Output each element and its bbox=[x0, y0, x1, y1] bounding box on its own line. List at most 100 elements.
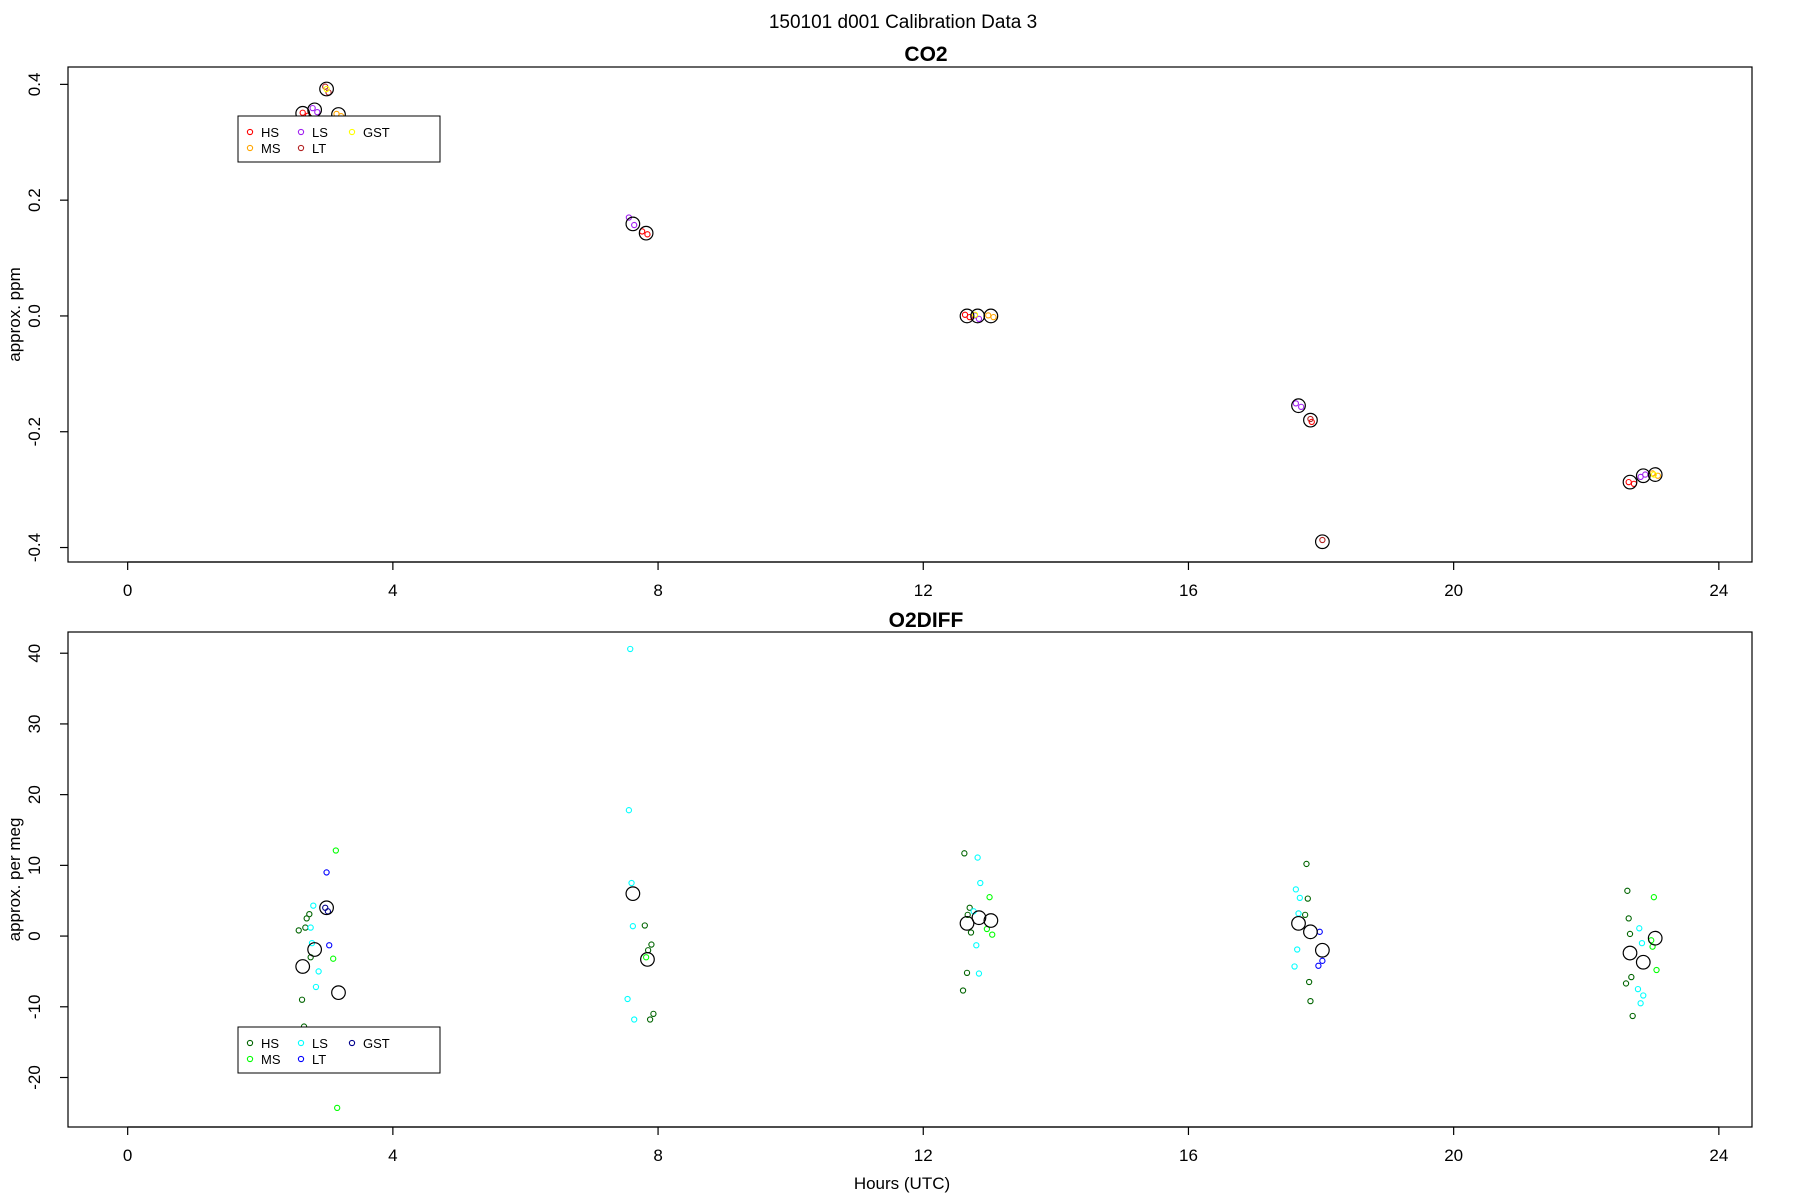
o2diff-point-lt-3 bbox=[1319, 957, 1326, 964]
o2diff-y-tick-label-2: 0 bbox=[25, 931, 44, 940]
o2diff-point-ms-1 bbox=[330, 955, 337, 962]
o2diff-point-ms-0 bbox=[332, 847, 339, 854]
co2-series-ms bbox=[333, 110, 1662, 479]
o2diff-point-ls-8 bbox=[629, 923, 637, 930]
co2-title: CO2 bbox=[904, 43, 947, 66]
co2-point-hs-0 bbox=[299, 109, 306, 116]
co2-point-ls-1 bbox=[314, 109, 321, 116]
o2diff-x-tick-label-4: 16 bbox=[1179, 1146, 1198, 1165]
co2-legend-marker-ls bbox=[297, 128, 305, 136]
o2diff-x-tick-label-0: 0 bbox=[123, 1146, 132, 1165]
o2diff-point-mean-2 bbox=[319, 900, 334, 916]
o2diff-point-hs-13 bbox=[963, 969, 971, 976]
o2diff-point-ls-19 bbox=[1294, 946, 1301, 953]
co2-point-ls-3 bbox=[631, 221, 638, 229]
co2-x-tick-label-2: 8 bbox=[653, 581, 662, 600]
o2diff-point-ms-2 bbox=[334, 1104, 341, 1112]
o2diff-x-tick-label-3: 12 bbox=[914, 1146, 933, 1165]
o2diff-point-ls-0 bbox=[310, 902, 317, 909]
co2-point-ms-2 bbox=[985, 312, 992, 319]
o2diff-point-mean-6 bbox=[959, 915, 975, 931]
o2diff-point-hs-10 bbox=[648, 941, 655, 948]
co2-legend-label-gst: GST bbox=[363, 125, 390, 140]
o2diff-point-ls-17 bbox=[1295, 910, 1302, 917]
o2diff-point-hs-28 bbox=[1626, 930, 1634, 938]
co2-x-tick-label-4: 16 bbox=[1179, 581, 1198, 600]
co2-point-ls-9 bbox=[1642, 471, 1649, 478]
co2-point-mean-12 bbox=[1622, 474, 1638, 490]
o2diff-point-mean-11 bbox=[1314, 942, 1330, 958]
o2diff-point-mean-1 bbox=[307, 942, 323, 957]
co2-point-mean-13 bbox=[1635, 468, 1651, 484]
co2-legend-box bbox=[237, 115, 441, 163]
o2diff-legend-marker-gst bbox=[348, 1039, 356, 1047]
co2-y-tick-label-4: 0.4 bbox=[25, 73, 44, 97]
co2-x-tick-label-1: 4 bbox=[388, 581, 397, 600]
o2diff-point-hs-16 bbox=[967, 929, 975, 936]
co2-point-mean-2 bbox=[319, 81, 334, 97]
o2diff-y-tick-label-4: 20 bbox=[25, 785, 44, 804]
o2diff-point-ms-5 bbox=[989, 931, 996, 938]
co2-point-ls-7 bbox=[1298, 403, 1305, 410]
co2-series-mean bbox=[295, 81, 1663, 550]
co2-x-tick-label-6: 24 bbox=[1709, 581, 1728, 600]
o2diff-point-hs-4 bbox=[306, 911, 313, 918]
o2diff-point-ls-1 bbox=[307, 924, 314, 931]
o2diff-point-hs-24 bbox=[1625, 915, 1632, 922]
o2diff-point-mean-4 bbox=[625, 886, 641, 902]
o2diff-point-ls-3 bbox=[315, 968, 322, 975]
o2diff-point-hs-7 bbox=[641, 922, 648, 929]
o2diff-point-hs-22 bbox=[1307, 997, 1314, 1005]
o2diff-legend-label-gst: GST bbox=[363, 1036, 390, 1051]
o2diff-title: O2DIFF bbox=[889, 609, 964, 632]
o2diff-point-mean-9 bbox=[1291, 915, 1306, 931]
co2-point-mean-9 bbox=[1291, 398, 1306, 414]
co2-series-lt bbox=[322, 83, 1326, 544]
co2-legend-label-ms: MS bbox=[261, 141, 281, 156]
co2-points bbox=[295, 81, 1663, 550]
o2diff-point-ls-22 bbox=[1638, 939, 1646, 947]
o2diff-point-ls-21 bbox=[1636, 925, 1643, 932]
o2diff-y-tick-label-5: 30 bbox=[25, 714, 44, 733]
co2-legend-marker-ms bbox=[246, 144, 254, 152]
o2diff-point-mean-7 bbox=[971, 910, 987, 926]
co2-legend-marker-hs bbox=[246, 128, 254, 136]
o2diff-point-hs-8 bbox=[644, 947, 652, 954]
o2diff-point-mean-0 bbox=[295, 959, 311, 974]
o2diff-point-ls-24 bbox=[1637, 1000, 1644, 1007]
co2-point-ls-6 bbox=[1292, 400, 1300, 407]
co2-series-ls bbox=[309, 104, 1649, 481]
o2diff-x-tick-label-5: 20 bbox=[1444, 1146, 1463, 1165]
o2diff-point-hs-26 bbox=[1628, 973, 1635, 981]
co2-point-ls-5 bbox=[975, 315, 983, 322]
o2diff-legend-marker-hs bbox=[246, 1039, 254, 1047]
o2diff-points bbox=[295, 645, 1663, 1112]
o2diff-point-gst-0 bbox=[322, 904, 329, 911]
o2diff-point-mean-13 bbox=[1635, 954, 1651, 970]
co2-point-mean-10 bbox=[1303, 412, 1318, 428]
o2diff-point-hs-18 bbox=[1303, 860, 1310, 868]
o2diff-point-ls-16 bbox=[1292, 886, 1300, 893]
co2-legend-label-hs: HS bbox=[261, 125, 279, 140]
o2diff-series-mean bbox=[295, 886, 1663, 1001]
o2diff-point-ls-7 bbox=[628, 879, 635, 887]
o2diff-point-mean-10 bbox=[1303, 924, 1318, 940]
o2diff-point-ls-14 bbox=[975, 970, 983, 977]
o2diff-point-hs-9 bbox=[646, 1016, 654, 1023]
o2diff-point-ls-20 bbox=[1296, 894, 1303, 902]
co2-point-mean-14 bbox=[1647, 467, 1663, 482]
co2-y-axis-label: approx. ppm bbox=[5, 267, 24, 362]
co2-legend-label-ls: LS bbox=[312, 125, 328, 140]
o2diff-point-ls-23 bbox=[1634, 985, 1642, 993]
co2-point-gst-0 bbox=[323, 85, 330, 93]
co2-point-ms-3 bbox=[990, 313, 997, 321]
o2diff-legend-marker-ls bbox=[297, 1039, 305, 1047]
o2diff-point-ls-18 bbox=[1291, 963, 1298, 970]
o2diff-point-mean-5 bbox=[640, 952, 655, 967]
co2-series-gst bbox=[323, 85, 1658, 478]
co2-x-tick-label-5: 20 bbox=[1444, 581, 1463, 600]
o2diff-point-hs-23 bbox=[1624, 887, 1631, 894]
o2diff-point-hs-19 bbox=[1304, 895, 1311, 902]
